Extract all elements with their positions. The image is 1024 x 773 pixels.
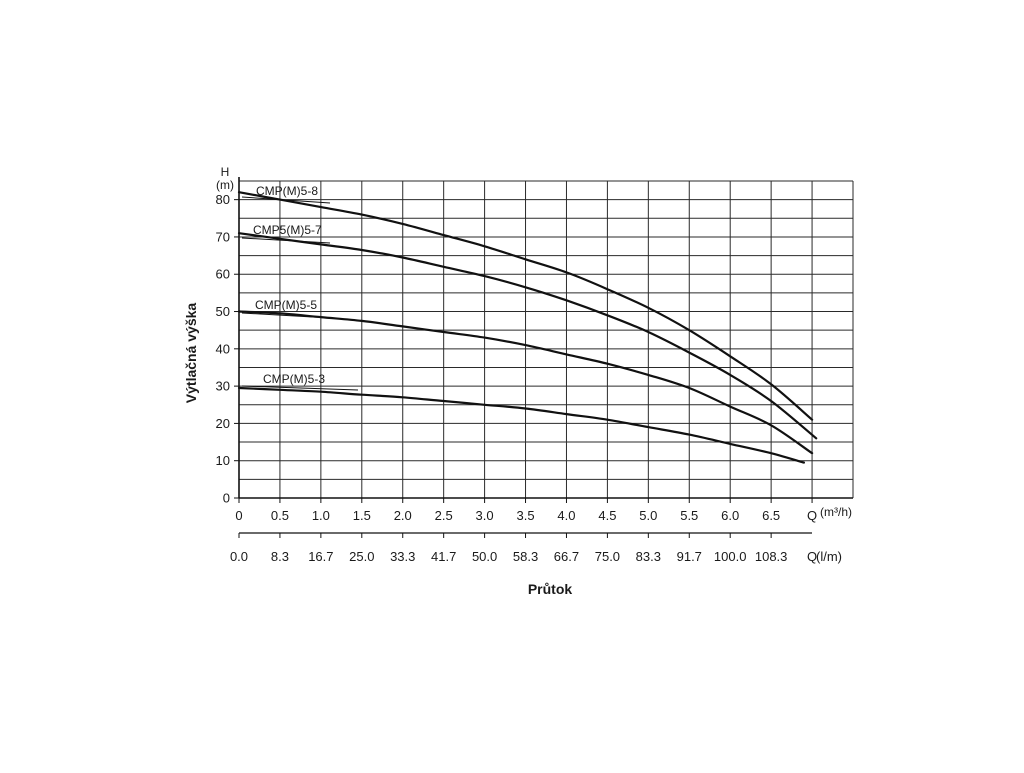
- y-tick-label: 20: [216, 416, 230, 431]
- series-curve: [237, 310, 814, 455]
- series-label-leader: [241, 385, 359, 391]
- y-tick-label: 80: [216, 192, 230, 207]
- labels: Průtok Výtlačná výška H (m) (m³/h) (l/m)…: [183, 165, 852, 597]
- x-secondary-tick-label: 108.3: [755, 549, 788, 564]
- x-secondary-tick-label: 33.3: [390, 549, 415, 564]
- y-axis-unit: (m): [216, 178, 234, 192]
- x-secondary-tick-label: 50.0: [472, 549, 497, 564]
- y-tick-label: 70: [216, 229, 230, 244]
- x-tick-label: 3.5: [516, 508, 534, 523]
- x-tick-label: 1.5: [353, 508, 371, 523]
- x-secondary-tick-label: 91.7: [677, 549, 702, 564]
- series-label: CMP5(M)5-7: [253, 223, 322, 237]
- x-axis-unit-secondary: (l/m): [816, 549, 842, 564]
- x-secondary-tick-label: 100.0: [714, 549, 747, 564]
- x-tick-label: 4.0: [557, 508, 575, 523]
- y-tick-label: 40: [216, 341, 230, 356]
- series-label-leader: [241, 196, 331, 204]
- axes: [234, 177, 853, 538]
- y-axis-title: Výtlačná výška: [183, 303, 199, 404]
- x-axis-unit-primary: (m³/h): [820, 505, 852, 519]
- x-tick-label: 4.5: [598, 508, 616, 523]
- x-secondary-tick-label: 83.3: [636, 549, 661, 564]
- series-curve: [237, 191, 814, 421]
- series-label: CMP(M)5-3: [263, 372, 325, 386]
- x-secondary-tick-label: 0.0: [230, 549, 248, 564]
- y-tick-label: 30: [216, 379, 230, 394]
- x-secondary-tick-label: 58.3: [513, 549, 538, 564]
- y-tick-label: 10: [216, 453, 230, 468]
- series-label: CMP(M)5-8: [256, 184, 318, 198]
- series-curves: [237, 191, 818, 464]
- x-tick-label: 6.5: [762, 508, 780, 523]
- x-secondary-tick-label: 41.7: [431, 549, 456, 564]
- x-tick-label: 1.0: [312, 508, 330, 523]
- x-tick-label: 0: [235, 508, 242, 523]
- x-tick-label: 2.5: [435, 508, 453, 523]
- y-tick-label: 60: [216, 267, 230, 282]
- x-axis-title: Průtok: [528, 581, 573, 597]
- y-tick-label: 0: [223, 491, 230, 506]
- x-tick-label: 5.0: [639, 508, 657, 523]
- x-tick-label: 3.0: [476, 508, 494, 523]
- y-tick-label: 50: [216, 304, 230, 319]
- series-curve: [237, 232, 818, 440]
- y-axis-symbol: H: [221, 165, 230, 179]
- x-secondary-tick-label: Q: [807, 549, 817, 564]
- x-tick-label: 2.0: [394, 508, 412, 523]
- x-secondary-tick-label: 66.7: [554, 549, 579, 564]
- x-secondary-tick-label: 16.7: [308, 549, 333, 564]
- x-secondary-tick-label: 25.0: [349, 549, 374, 564]
- x-tick-label: 6.0: [721, 508, 739, 523]
- x-secondary-tick-label: 8.3: [271, 549, 289, 564]
- series-label-leader: [241, 312, 331, 319]
- x-tick-label: Q: [807, 508, 817, 523]
- series-curve: [237, 386, 805, 464]
- x-secondary-tick-label: 75.0: [595, 549, 620, 564]
- series-label: CMP(M)5-5: [255, 298, 317, 312]
- series-label-leader: [241, 237, 331, 244]
- x-tick-label: 5.5: [680, 508, 698, 523]
- x-tick-label: 0.5: [271, 508, 289, 523]
